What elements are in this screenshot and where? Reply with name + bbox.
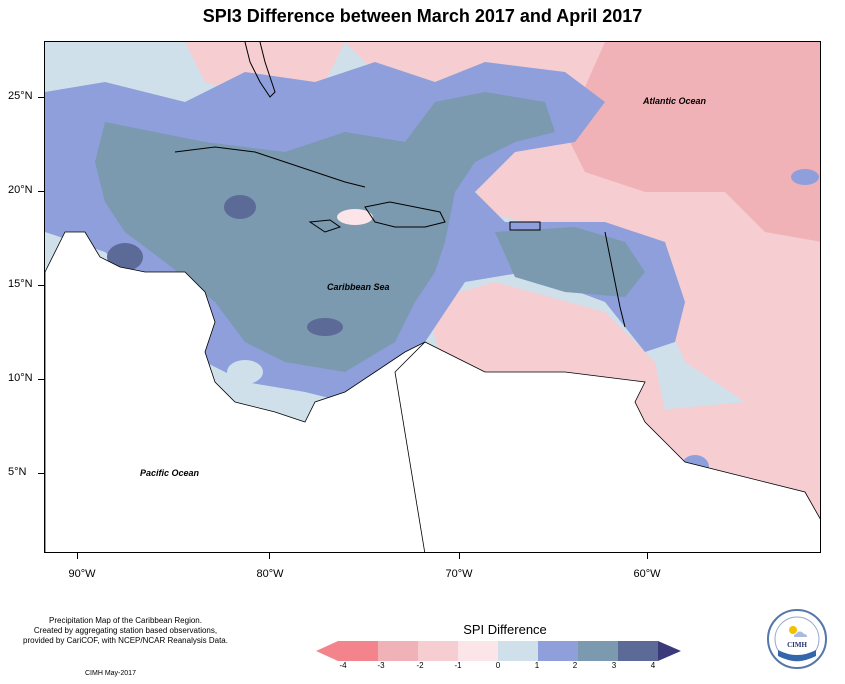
legend-tick-label: -4 xyxy=(339,661,347,670)
map-panel: Atlantic Ocean Caribbean Sea Pacific Oce… xyxy=(44,41,821,553)
label-caribbean-sea: Caribbean Sea xyxy=(327,282,390,292)
legend-tick-label: -3 xyxy=(377,661,385,670)
legend-tick-label: -2 xyxy=(416,661,424,670)
legend-arrow-left xyxy=(316,641,338,661)
lon-tick xyxy=(647,553,648,559)
cimh-logo: CIMH xyxy=(767,609,827,669)
lon-tick xyxy=(269,553,270,559)
lat-label-5n: 5°N xyxy=(8,466,27,478)
lat-label-10n: 10°N xyxy=(8,372,33,384)
legend-tick-label: 2 xyxy=(572,661,578,670)
lon-label-70w: 70°W xyxy=(445,568,473,580)
credits-line-2: Created by aggregating station based obs… xyxy=(33,626,218,635)
legend-tick-label: 0 xyxy=(495,661,501,670)
positive-anomaly-peak-1 xyxy=(224,195,256,219)
lat-label-20n: 20°N xyxy=(8,184,33,196)
land-cuba xyxy=(174,146,366,188)
lat-tick xyxy=(38,473,44,474)
land-south-america xyxy=(394,341,820,552)
color-legend-bar xyxy=(316,641,681,661)
land-lesser-antilles xyxy=(604,231,626,328)
lat-label-15n: 15°N xyxy=(8,278,33,290)
lat-tick xyxy=(38,285,44,286)
lat-tick xyxy=(38,191,44,192)
legend-swatch xyxy=(498,641,538,661)
label-atlantic-ocean: Atlantic Ocean xyxy=(642,96,707,106)
label-pacific-ocean: Pacific Ocean xyxy=(140,468,200,478)
credits-line-3: provided by CariCOF, with NCEP/NCAR Rean… xyxy=(23,636,228,645)
legend-tick-label: 4 xyxy=(650,661,656,670)
land-florida xyxy=(244,42,276,98)
lat-tick xyxy=(38,97,44,98)
lon-label-90w: 90°W xyxy=(68,568,96,580)
positive-anomaly-atlantic-spot xyxy=(791,169,819,185)
sun-icon xyxy=(789,626,797,634)
legend-swatch xyxy=(578,641,618,661)
neutral-spot-1 xyxy=(227,360,263,384)
land-puerto-rico xyxy=(509,221,541,231)
land-hispaniola xyxy=(364,201,446,228)
legend-swatch xyxy=(458,641,498,661)
logo-text: CIMH xyxy=(787,641,807,649)
lon-label-60w: 60°W xyxy=(633,568,661,580)
spi-difference-map: Atlantic Ocean Caribbean Sea Pacific Oce… xyxy=(45,42,820,552)
lon-tick xyxy=(77,553,78,559)
positive-anomaly-peak-3 xyxy=(107,243,143,271)
wave-icon xyxy=(778,650,816,661)
legend-tick-label: 1 xyxy=(534,661,540,670)
cloud-icon xyxy=(794,631,807,637)
credits-line-1: Precipitation Map of the Caribbean Regio… xyxy=(49,616,202,625)
credits-date: CIMH May-2017 xyxy=(85,670,136,677)
legend-swatch xyxy=(618,641,658,661)
negative-anomaly-atlantic-core xyxy=(565,42,820,242)
lon-label-80w: 80°W xyxy=(256,568,284,580)
legend-swatch xyxy=(378,641,418,661)
land-jamaica xyxy=(308,219,342,233)
legend-title: SPI Difference xyxy=(463,622,547,637)
legend-arrow-right xyxy=(658,641,681,661)
lon-tick xyxy=(459,553,460,559)
neutral-spot-2 xyxy=(337,209,373,225)
legend-swatch xyxy=(418,641,458,661)
legend-tick-label: -1 xyxy=(454,661,462,670)
lat-tick xyxy=(38,379,44,380)
credits-block: Precipitation Map of the Caribbean Regio… xyxy=(8,616,243,646)
land-central-america xyxy=(45,231,426,552)
legend-swatch xyxy=(538,641,578,661)
lat-label-25n: 25°N xyxy=(8,90,33,102)
map-title: SPI3 Difference between March 2017 and A… xyxy=(202,6,643,26)
legend-swatch xyxy=(338,641,378,661)
positive-anomaly-peak-2 xyxy=(307,318,343,336)
legend-tick-label: 3 xyxy=(611,661,617,670)
